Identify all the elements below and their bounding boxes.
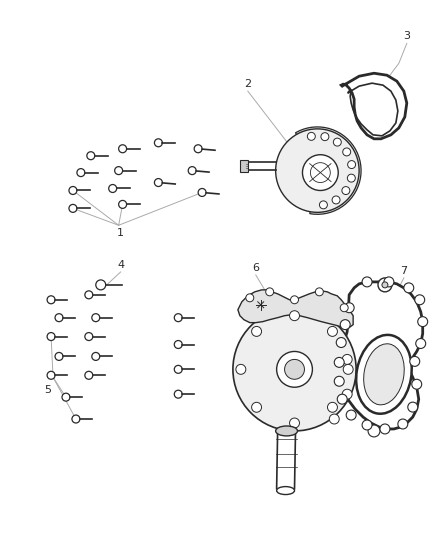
- Circle shape: [368, 425, 380, 437]
- Circle shape: [155, 139, 162, 147]
- Circle shape: [384, 277, 394, 287]
- Circle shape: [347, 174, 355, 182]
- Circle shape: [328, 326, 337, 336]
- Circle shape: [236, 365, 246, 374]
- Circle shape: [343, 365, 353, 374]
- Circle shape: [340, 304, 348, 312]
- Circle shape: [408, 402, 418, 412]
- Circle shape: [62, 393, 70, 401]
- Polygon shape: [296, 127, 361, 214]
- Circle shape: [346, 410, 356, 420]
- Circle shape: [47, 372, 55, 379]
- Circle shape: [174, 341, 182, 349]
- Text: 5: 5: [45, 385, 52, 395]
- FancyBboxPatch shape: [240, 160, 248, 172]
- Circle shape: [344, 303, 354, 313]
- Circle shape: [321, 133, 329, 141]
- Circle shape: [55, 314, 63, 321]
- Circle shape: [415, 295, 425, 305]
- Circle shape: [343, 148, 351, 156]
- Circle shape: [47, 333, 55, 341]
- Circle shape: [119, 145, 127, 153]
- Circle shape: [336, 337, 346, 348]
- Circle shape: [277, 351, 312, 387]
- Circle shape: [155, 179, 162, 187]
- Circle shape: [266, 288, 274, 296]
- Circle shape: [416, 338, 426, 349]
- Circle shape: [334, 358, 344, 367]
- Circle shape: [246, 294, 254, 302]
- Circle shape: [198, 189, 206, 197]
- Circle shape: [285, 359, 304, 379]
- Circle shape: [418, 317, 427, 327]
- Circle shape: [174, 314, 182, 321]
- Text: 3: 3: [403, 31, 410, 42]
- Circle shape: [290, 296, 298, 304]
- Circle shape: [119, 200, 127, 208]
- Circle shape: [72, 415, 80, 423]
- Circle shape: [398, 419, 408, 429]
- Circle shape: [251, 326, 261, 336]
- Ellipse shape: [364, 344, 404, 405]
- Circle shape: [276, 129, 359, 212]
- Polygon shape: [341, 73, 407, 139]
- Circle shape: [96, 280, 106, 290]
- Circle shape: [410, 357, 420, 366]
- Circle shape: [362, 420, 372, 430]
- Circle shape: [380, 424, 390, 434]
- Circle shape: [115, 167, 123, 175]
- Circle shape: [174, 390, 182, 398]
- Circle shape: [382, 282, 388, 288]
- Circle shape: [109, 184, 117, 192]
- Ellipse shape: [276, 426, 297, 436]
- Circle shape: [348, 160, 356, 168]
- Circle shape: [77, 168, 85, 176]
- Polygon shape: [339, 282, 423, 429]
- Circle shape: [378, 278, 392, 292]
- Text: 6: 6: [252, 263, 259, 273]
- Text: 1: 1: [117, 228, 124, 238]
- Circle shape: [188, 167, 196, 175]
- Circle shape: [315, 288, 323, 296]
- Circle shape: [319, 201, 327, 209]
- Polygon shape: [238, 290, 353, 328]
- Circle shape: [92, 314, 100, 321]
- Circle shape: [332, 196, 340, 204]
- Circle shape: [307, 132, 315, 140]
- Ellipse shape: [277, 487, 294, 495]
- Circle shape: [194, 145, 202, 153]
- Circle shape: [69, 187, 77, 195]
- Circle shape: [55, 352, 63, 360]
- Ellipse shape: [356, 335, 412, 414]
- Circle shape: [69, 204, 77, 212]
- Circle shape: [337, 394, 347, 404]
- Circle shape: [87, 152, 95, 160]
- Circle shape: [303, 155, 338, 190]
- Circle shape: [290, 418, 300, 428]
- Circle shape: [47, 296, 55, 304]
- Circle shape: [92, 352, 100, 360]
- Circle shape: [342, 389, 352, 399]
- Circle shape: [85, 372, 93, 379]
- Circle shape: [85, 291, 93, 299]
- Circle shape: [340, 320, 350, 329]
- Circle shape: [174, 365, 182, 373]
- Circle shape: [251, 402, 261, 412]
- Circle shape: [290, 311, 300, 321]
- Circle shape: [328, 402, 337, 412]
- Text: 2: 2: [244, 79, 251, 89]
- Text: 4: 4: [117, 260, 124, 270]
- Circle shape: [412, 379, 422, 389]
- Circle shape: [362, 277, 372, 287]
- Circle shape: [334, 376, 344, 386]
- Circle shape: [329, 414, 339, 424]
- Text: 7: 7: [400, 266, 407, 276]
- Circle shape: [333, 138, 341, 146]
- Circle shape: [404, 283, 414, 293]
- Circle shape: [233, 308, 356, 431]
- Circle shape: [342, 354, 352, 365]
- Circle shape: [85, 333, 93, 341]
- Circle shape: [342, 187, 350, 195]
